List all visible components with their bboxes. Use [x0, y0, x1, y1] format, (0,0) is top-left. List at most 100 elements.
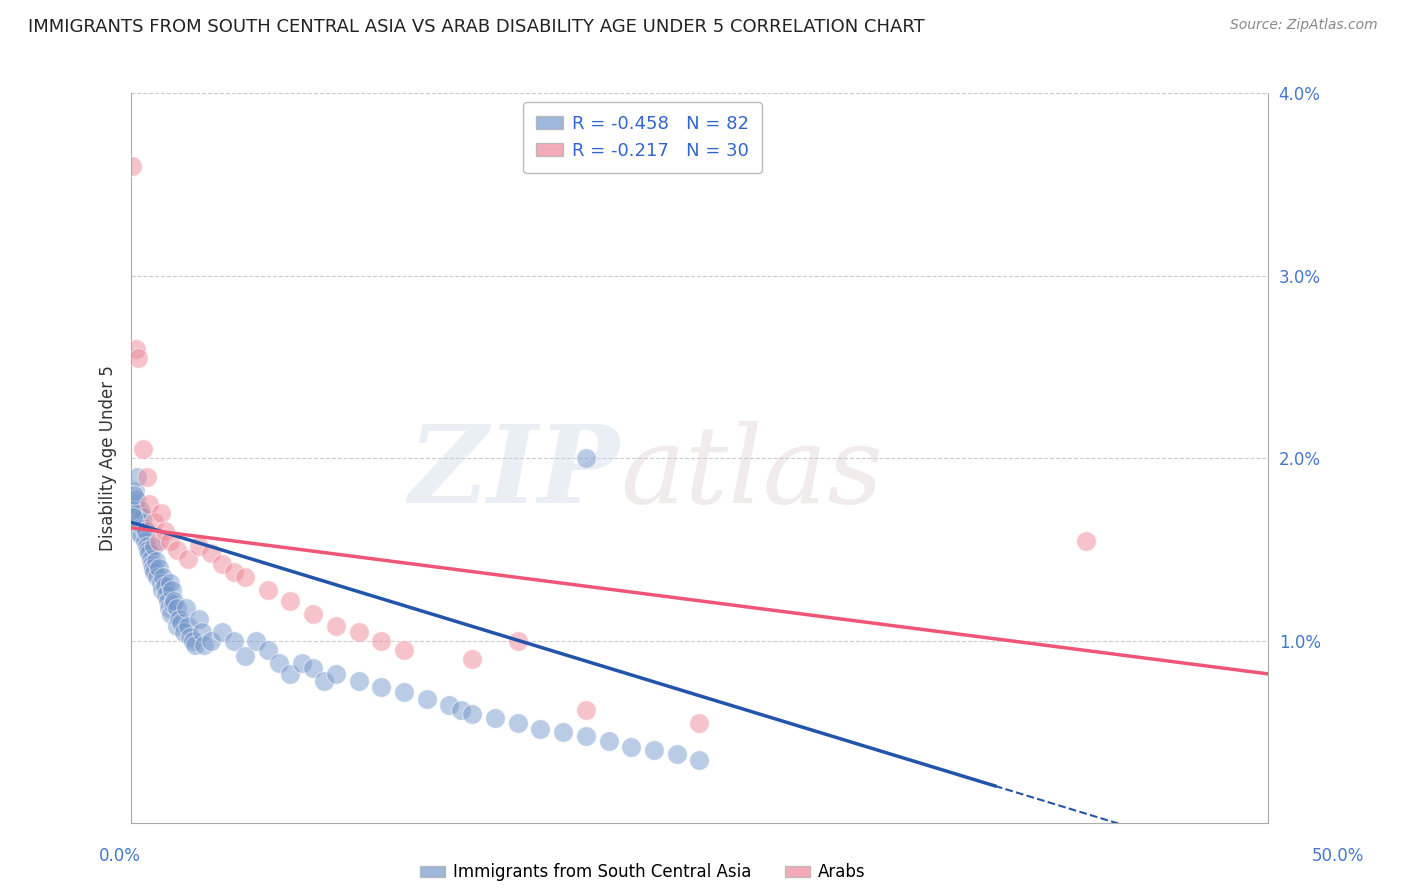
Point — [125, 491, 148, 506]
Point — [211, 624, 233, 639]
Point — [131, 528, 153, 542]
Point — [222, 634, 245, 648]
Point — [143, 565, 166, 579]
Point — [200, 546, 222, 560]
Point — [325, 619, 347, 633]
Point — [347, 624, 370, 639]
Point — [159, 533, 181, 548]
Point — [256, 643, 278, 657]
Point — [155, 588, 177, 602]
Point — [138, 497, 160, 511]
Point — [148, 533, 170, 548]
Point — [121, 160, 143, 174]
Point — [127, 351, 149, 365]
Point — [314, 674, 336, 689]
Point — [1074, 533, 1097, 548]
Point — [142, 561, 165, 575]
Point — [245, 634, 267, 648]
Point — [200, 634, 222, 648]
Point — [256, 582, 278, 597]
Point — [302, 607, 325, 621]
Point — [193, 638, 215, 652]
Point — [688, 716, 710, 731]
Point — [157, 601, 180, 615]
Text: Source: ZipAtlas.com: Source: ZipAtlas.com — [1230, 18, 1378, 32]
Point — [122, 488, 145, 502]
Point — [146, 570, 169, 584]
Point — [149, 506, 172, 520]
Point — [551, 725, 574, 739]
Point — [122, 509, 145, 524]
Point — [143, 516, 166, 530]
Point — [139, 551, 162, 566]
Point — [222, 565, 245, 579]
Point — [173, 624, 195, 639]
Point — [233, 648, 256, 663]
Point — [188, 539, 211, 553]
Point — [506, 716, 529, 731]
Point — [166, 619, 188, 633]
Point — [138, 546, 160, 560]
Point — [278, 594, 301, 608]
Point — [484, 710, 506, 724]
Point — [370, 634, 392, 648]
Point — [121, 502, 143, 516]
Text: ZIP: ZIP — [409, 420, 620, 526]
Point — [136, 469, 159, 483]
Point — [211, 558, 233, 572]
Point — [132, 521, 155, 535]
Legend: R = -0.458   N = 82, R = -0.217   N = 30: R = -0.458 N = 82, R = -0.217 N = 30 — [523, 103, 762, 173]
Point — [163, 594, 186, 608]
Point — [620, 739, 643, 754]
Point — [233, 570, 256, 584]
Point — [166, 601, 188, 615]
Point — [141, 558, 163, 572]
Point — [170, 615, 193, 630]
Text: 0.0%: 0.0% — [98, 847, 141, 865]
Point — [291, 656, 314, 670]
Point — [136, 539, 159, 553]
Point — [125, 469, 148, 483]
Point — [134, 533, 156, 548]
Point — [370, 680, 392, 694]
Point — [181, 634, 204, 648]
Point — [160, 582, 183, 597]
Point — [131, 442, 153, 457]
Point — [162, 598, 184, 612]
Point — [415, 692, 437, 706]
Point — [347, 674, 370, 689]
Point — [129, 502, 152, 516]
Point — [145, 554, 167, 568]
Point — [143, 539, 166, 553]
Text: atlas: atlas — [620, 420, 883, 525]
Point — [177, 619, 200, 633]
Point — [155, 524, 177, 539]
Point — [152, 570, 174, 584]
Point — [665, 747, 688, 761]
Point — [278, 666, 301, 681]
Point — [529, 722, 551, 736]
Point — [136, 542, 159, 557]
Point — [302, 661, 325, 675]
Point — [450, 703, 472, 717]
Point — [122, 497, 145, 511]
Point — [267, 656, 290, 670]
Point — [160, 607, 183, 621]
Point — [155, 579, 177, 593]
Point — [598, 734, 620, 748]
Point — [131, 509, 153, 524]
Point — [190, 624, 212, 639]
Point — [688, 753, 710, 767]
Text: IMMIGRANTS FROM SOUTH CENTRAL ASIA VS ARAB DISABILITY AGE UNDER 5 CORRELATION CH: IMMIGRANTS FROM SOUTH CENTRAL ASIA VS AR… — [28, 18, 925, 36]
Point — [177, 551, 200, 566]
Point — [325, 666, 347, 681]
Point — [643, 743, 665, 757]
Point — [174, 601, 197, 615]
Point — [167, 612, 190, 626]
Point — [127, 506, 149, 520]
Point — [150, 582, 173, 597]
Point — [184, 638, 207, 652]
Point — [575, 729, 598, 743]
Y-axis label: Disability Age Under 5: Disability Age Under 5 — [100, 366, 117, 551]
Point — [128, 516, 150, 530]
